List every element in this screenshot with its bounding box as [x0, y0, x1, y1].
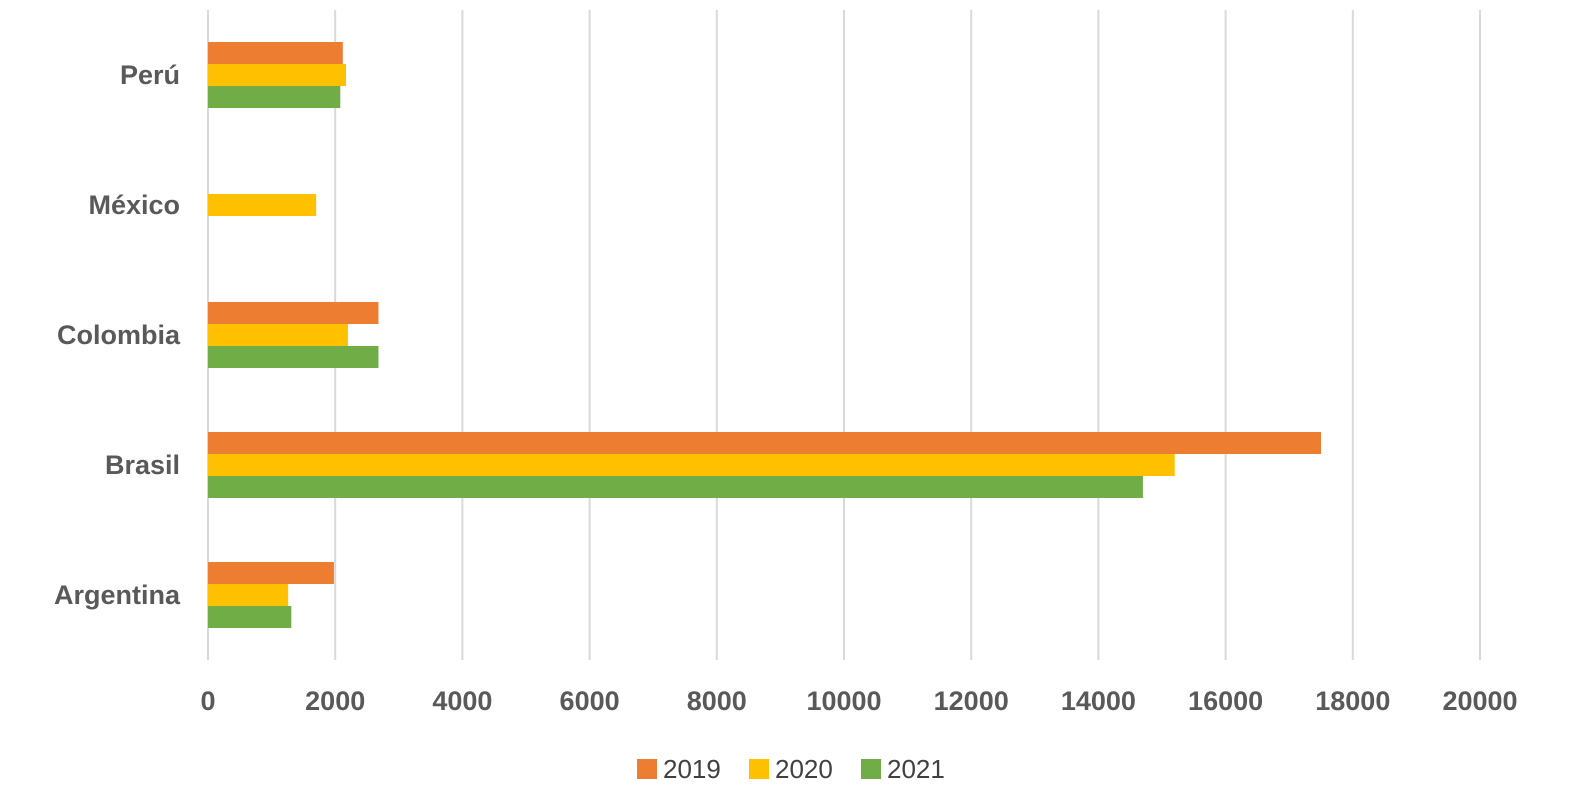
- bar-brasil-2019: [208, 432, 1321, 454]
- legend: 2019 2020 2021: [637, 754, 945, 784]
- x-tick-label: 10000: [806, 686, 881, 716]
- bar-perú-2019: [208, 42, 343, 64]
- category-label: Perú: [120, 60, 180, 90]
- legend-swatch-2020: [749, 759, 769, 779]
- gridlines: [207, 10, 1481, 660]
- legend-label: 2020: [775, 754, 833, 784]
- x-tick-label: 18000: [1315, 686, 1390, 716]
- legend-label: 2021: [887, 754, 945, 784]
- bar-argentina-2021: [208, 606, 292, 628]
- x-tick-label: 4000: [432, 686, 492, 716]
- x-tick-label: 8000: [687, 686, 747, 716]
- legend-swatch-2021: [861, 759, 881, 779]
- category-label: Brasil: [105, 450, 180, 480]
- legend-label: 2019: [663, 754, 721, 784]
- y-axis-categories: Argentina Brasil Colombia México Perú: [54, 60, 181, 610]
- x-tick-label: 12000: [934, 686, 1009, 716]
- bar-méxico-2020: [208, 194, 317, 216]
- x-tick-label: 16000: [1188, 686, 1263, 716]
- category-label: Argentina: [54, 580, 181, 610]
- bar-brasil-2020: [208, 454, 1175, 476]
- bar-argentina-2019: [208, 562, 334, 584]
- x-axis-ticks: 0 2000 4000 6000 8000 10000 12000 14000 16000 180…: [200, 686, 1517, 716]
- category-label: México: [88, 190, 180, 220]
- bars: [208, 42, 1321, 628]
- bar-brasil-2021: [208, 476, 1143, 498]
- bar-colombia-2021: [208, 346, 379, 368]
- bar-colombia-2020: [208, 324, 348, 346]
- x-tick-label: 2000: [305, 686, 365, 716]
- bar-argentina-2020: [208, 584, 289, 606]
- x-tick-label: 14000: [1061, 686, 1136, 716]
- bar-perú-2021: [208, 86, 341, 108]
- x-tick-label: 20000: [1442, 686, 1517, 716]
- x-tick-label: 6000: [560, 686, 620, 716]
- x-tick-label: 0: [200, 686, 215, 716]
- legend-swatch-2019: [637, 759, 657, 779]
- bar-colombia-2019: [208, 302, 379, 324]
- bar-perú-2020: [208, 64, 347, 86]
- category-label: Colombia: [57, 320, 181, 350]
